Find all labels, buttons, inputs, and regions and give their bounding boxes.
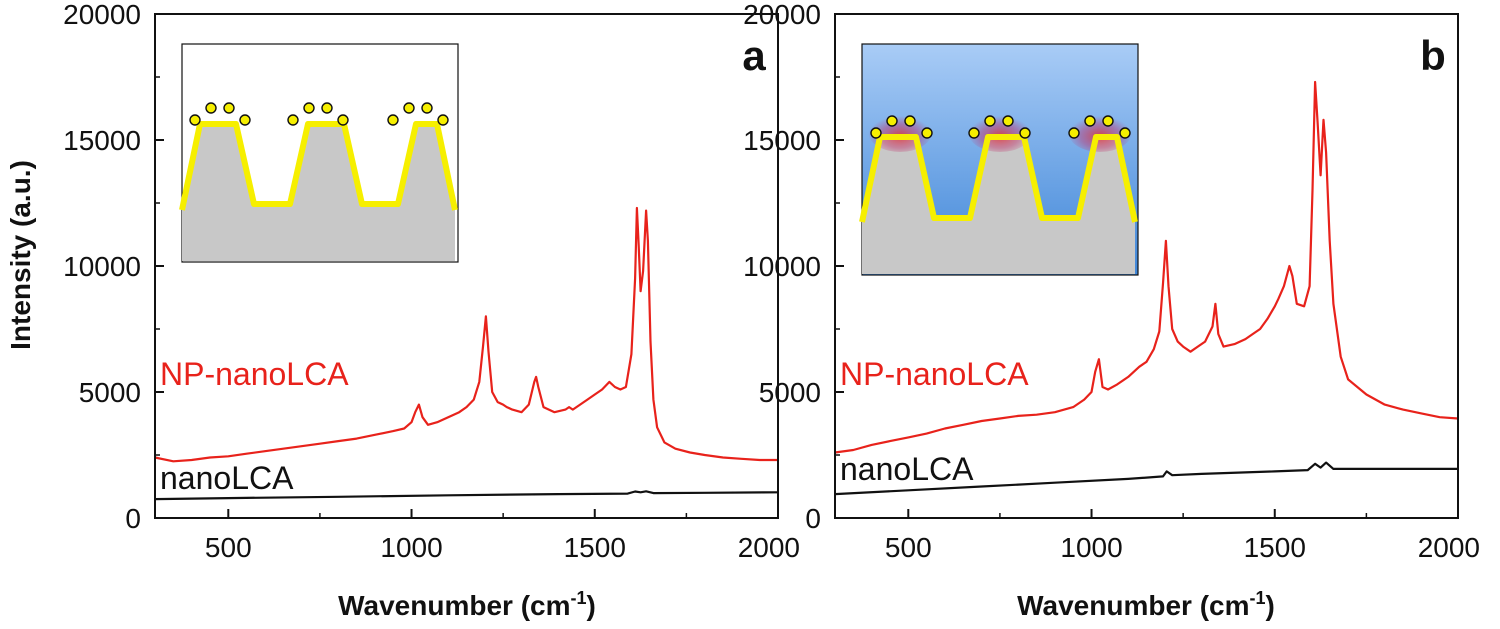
panel-b-ytick-label: 0 xyxy=(805,503,821,534)
panel-a-x-axis-label: Wavenumber (cm-1) xyxy=(338,588,596,621)
panel-b-plot-frame xyxy=(834,13,1459,519)
panel-a-yticks: 0 5000 10000 15000 20000 xyxy=(63,0,164,534)
panel-a-ytick-label: 0 xyxy=(125,503,141,534)
panel-a-xtick-label: 1000 xyxy=(380,532,442,563)
panel-b-xtick-label: 500 xyxy=(885,532,932,563)
panel-b-xtick-label: 1500 xyxy=(1244,532,1306,563)
panel-a-label-np: NP-nanoLCA xyxy=(160,356,349,392)
panel-b-metal-coating xyxy=(859,134,1138,223)
panel-b-label-np: NP-nanoLCA xyxy=(840,356,1029,392)
panel-a-xticks: 500 1000 1500 2000 xyxy=(205,509,800,563)
panel-a-substrate xyxy=(182,124,455,261)
panel-a-series-np-nanolca-line xyxy=(154,206,778,463)
panel-b-series-nanolca-line xyxy=(834,461,1458,496)
panel-a-xtick-label: 2000 xyxy=(738,532,800,563)
panel-b-x-axis-label: Wavenumber (cm-1) xyxy=(1017,588,1275,621)
panel-a-ytick-label: 15000 xyxy=(63,125,141,156)
panel-b-xtick-label: 2000 xyxy=(1418,532,1480,563)
panel-b-xticks: 500 1000 1500 2000 xyxy=(885,509,1480,563)
panel-b-ytick-label: 10000 xyxy=(743,251,821,282)
panel-b-ytick-label: 15000 xyxy=(743,125,821,156)
panel-b-yticks: 0 5000 10000 15000 20000 xyxy=(743,0,844,534)
panel-a-ytick-label: 10000 xyxy=(63,251,141,282)
panel-a-metal-coating xyxy=(179,121,458,211)
panel-a-ytick-label: 5000 xyxy=(79,377,141,408)
panel-a-label-bare: nanoLCA xyxy=(160,460,294,496)
panel-b-label-bare: nanoLCA xyxy=(840,451,974,487)
panel-b-ytick-label: 20000 xyxy=(743,0,821,30)
panel-b-series-group xyxy=(834,80,1459,496)
panel-a-xtick-label: 1500 xyxy=(564,532,626,563)
panel-a: 0 5000 10000 15000 20000 500 1000 1500 2000 a N… xyxy=(63,0,800,621)
panel-b-series-np-nanolca-line xyxy=(834,80,1459,454)
panel-a-ytick-label: 20000 xyxy=(63,0,141,30)
panel-b: 0 5000 10000 15000 20000 500 1000 1500 2000 b N… xyxy=(743,0,1480,621)
panel-b-letter: b xyxy=(1420,32,1446,79)
panel-a-xtick-label: 500 xyxy=(205,532,252,563)
y-axis-label: Intensity (a.u.) xyxy=(5,160,36,350)
panel-a-inset xyxy=(179,43,459,263)
panel-b-ytick-label: 5000 xyxy=(759,377,821,408)
panel-a-nanoparticles xyxy=(189,102,449,126)
panel-a-series-group xyxy=(154,206,779,501)
panel-a-letter: a xyxy=(742,32,766,79)
panel-b-nanoparticles xyxy=(870,115,1131,139)
panel-a-series-nanolca-line xyxy=(154,490,779,501)
panel-b-inset xyxy=(859,43,1139,276)
panel-a-plot-frame xyxy=(154,13,779,519)
panel-b-substrate xyxy=(862,137,1135,274)
panel-b-xtick-label: 1000 xyxy=(1060,532,1122,563)
